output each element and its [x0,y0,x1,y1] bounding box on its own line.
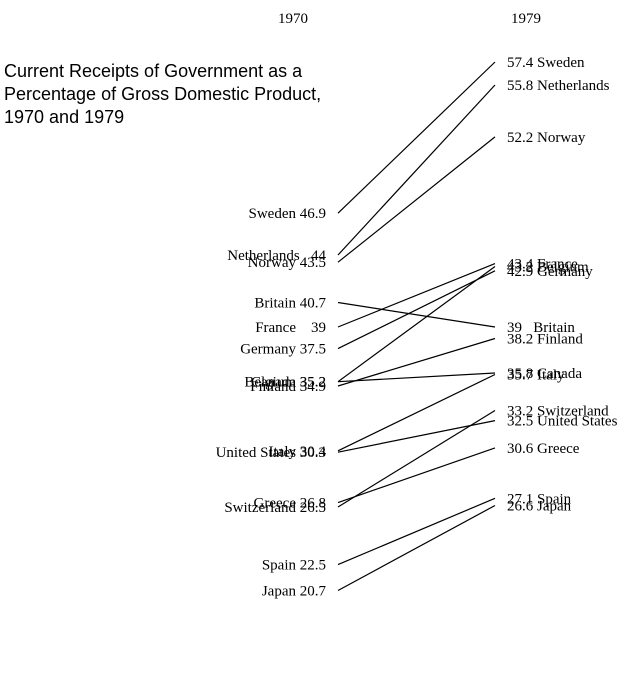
slope-line-finland [337,337,496,387]
slope-line-spain [337,497,496,566]
label-1970-france: France 39 [255,320,326,336]
labels-1979: 57.4 Sweden 55.8 Netherlands 52.2 Norway 39… [507,55,618,515]
label-1979-japan: 26.6 Japan [507,499,572,515]
slope-line-japan [337,504,496,592]
label-1970-spain: Spain 22.5 [262,558,326,574]
label-1979-finland: 38.2 Finland [507,332,583,348]
label-1979-greece: 30.6 Greece [507,441,580,457]
label-1970-britain: Britain 40.7 [254,296,326,312]
label-1970-finland: Finland 34.9 [250,379,326,395]
label-1979-sweden: 57.4 Sweden [507,55,585,71]
label-1970-united-states: United States 30.3 [216,445,326,461]
slope-line-united-states [337,420,496,453]
chart-title: Current Receipts of Government as a Perc… [4,61,322,127]
slope-line-greece [337,447,496,504]
slope-lines [337,61,496,592]
label-1970-norway: Norway 43.5 [248,255,326,271]
slope-line-switzerland [337,409,496,508]
label-1979-netherlands: 55.8 Netherlands [507,78,610,94]
slope-line-belgium [337,266,496,383]
label-1979-canada: 35.8 Canada [507,366,582,382]
column-header-1970: 1970 [278,11,308,27]
slope-line-canada [337,372,496,383]
label-1979-belgium: 43.2 Belgium [507,260,589,276]
label-1970-greece: Greece 26.8 [254,496,326,512]
slope-line-france [337,263,496,328]
label-1979-norway: 52.2 Norway [507,130,586,146]
label-1979-germany: 42.9 Germany [507,264,593,280]
label-1979-italy: 35.7 Italy [507,368,565,384]
label-1970-germany: Germany 37.5 [240,342,326,358]
slope-line-britain [337,301,496,328]
label-1970-switzerland: Switzerland 26.5 [224,500,326,516]
label-1979-switzerland: 33.2 Switzerland [507,404,609,420]
label-1970-canada: Canada 35.2 [251,375,326,391]
label-1979-spain: 27.1 Spain [507,491,572,507]
slope-line-sweden [337,61,496,214]
label-1970-netherlands: Netherlands 44 [227,248,326,264]
column-header-1979: 1979 [511,11,541,27]
slope-line-germany [337,270,496,350]
label-1970-belgium: Belgium 35.2 [244,375,326,391]
label-1970-japan: Japan 20.7 [262,584,327,600]
slope-line-netherlands [337,84,496,256]
slope-line-norway [337,136,496,263]
label-1979-britain: 39 Britain [507,320,575,336]
label-1979-united-states: 32.5 United States [507,414,618,430]
label-1970-sweden: Sweden 46.9 [249,206,327,222]
label-1970-italy: Italy 30.4 [269,444,327,460]
label-1979-france: 43.4 France [507,257,578,273]
slope-line-italy [337,373,496,452]
